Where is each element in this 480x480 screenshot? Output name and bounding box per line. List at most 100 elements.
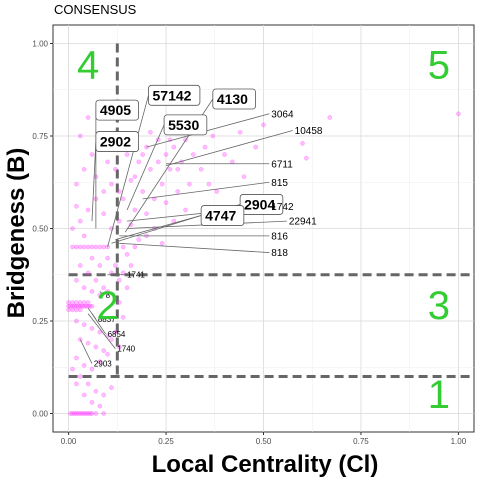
data-point	[81, 233, 87, 239]
data-point	[74, 307, 79, 313]
data-point	[85, 300, 91, 305]
region-label: 2	[96, 284, 118, 328]
data-point	[300, 141, 305, 146]
data-point	[89, 244, 95, 250]
data-point	[101, 411, 106, 416]
data-point	[101, 211, 106, 216]
annotation-leader-line	[87, 313, 116, 349]
data-point	[97, 292, 103, 298]
data-point	[97, 244, 103, 250]
data-point	[105, 255, 110, 261]
data-point	[109, 181, 114, 187]
data-point	[136, 237, 142, 242]
data-point	[136, 159, 142, 165]
threshold-lines	[68, 43, 474, 378]
annotation-box	[239, 194, 284, 215]
annotation-leader-line	[165, 130, 293, 166]
data-point	[261, 122, 266, 128]
data-point	[97, 263, 103, 268]
annotation-leader-line	[146, 113, 270, 148]
region-label: 1	[428, 373, 450, 417]
data-point	[89, 152, 95, 157]
axis-ticks: 0.00 0.25 0.50 0.75 1.00 0.00 0.25 0.50 0.75 1.00	[32, 40, 466, 447]
data-point	[89, 255, 95, 261]
annotation-label: 4130	[217, 91, 248, 107]
data-point	[66, 300, 71, 305]
data-point	[89, 366, 95, 372]
annotation-label: 22941	[289, 217, 317, 228]
data-point	[210, 133, 216, 139]
data-point	[74, 355, 79, 361]
data-point	[70, 307, 75, 313]
data-point	[163, 200, 169, 205]
region-label: 4	[77, 44, 99, 88]
data-point	[183, 207, 188, 213]
data-point	[101, 244, 106, 250]
data-point	[93, 411, 99, 416]
data-point	[222, 152, 227, 157]
data-point	[77, 300, 83, 305]
data-point	[85, 381, 91, 387]
x-tick-label: 0.50	[256, 437, 272, 446]
data-point	[77, 218, 83, 224]
y-axis-title: Bridgeness (B)	[3, 148, 30, 319]
data-point	[77, 374, 83, 379]
y-tick-label: 0.50	[32, 225, 48, 234]
data-point	[72, 411, 77, 416]
annotation-label: 8837	[98, 315, 116, 324]
data-point	[304, 155, 309, 161]
data-point	[109, 385, 114, 390]
y-tick-label: 1.00	[32, 40, 48, 49]
data-point	[167, 166, 173, 172]
data-point	[101, 392, 106, 398]
data-point	[116, 344, 122, 350]
data-point	[140, 189, 145, 194]
data-point	[70, 300, 75, 305]
annotation-label: 2904	[244, 196, 275, 212]
data-point	[70, 226, 75, 231]
x-axis-title: Local Centrality (Cl)	[152, 451, 379, 478]
chart-title: CONSENSUS	[54, 2, 137, 17]
data-point	[81, 166, 87, 172]
annotation-label: 1742	[271, 202, 294, 213]
data-point	[116, 277, 122, 283]
data-point	[159, 181, 165, 187]
data-point	[77, 244, 83, 250]
annotation-box	[95, 99, 139, 121]
annotation-leader-line	[142, 181, 270, 200]
data-point	[155, 159, 161, 165]
annotation-label: 815	[271, 178, 288, 189]
data-point	[187, 181, 192, 187]
data-point	[87, 411, 93, 416]
data-point	[120, 244, 126, 250]
annotation-box	[148, 84, 201, 106]
data-point	[132, 174, 138, 179]
annotation-box	[95, 131, 139, 152]
data-point	[93, 277, 99, 283]
region-label: 3	[428, 284, 450, 328]
annotation-label: 2902	[100, 134, 131, 150]
y-tick-label: 0.00	[32, 410, 48, 419]
data-point	[81, 285, 87, 291]
data-point	[113, 329, 118, 335]
data-point	[237, 129, 243, 135]
annotation-leader-line	[107, 95, 149, 248]
data-point	[116, 218, 122, 224]
annotation-box	[200, 205, 245, 226]
y-tick-label: 0.25	[32, 317, 48, 326]
annotation-label: 818	[271, 248, 288, 259]
data-point	[163, 152, 169, 157]
data-point	[85, 244, 91, 250]
data-point	[97, 403, 103, 409]
annotation-leader-line	[91, 313, 106, 335]
data-point	[128, 178, 134, 183]
data-point	[77, 133, 83, 139]
x-tick-label: 0.25	[158, 437, 174, 446]
data-point	[68, 411, 73, 416]
data-point	[241, 174, 247, 179]
region-labels: 1 2 3 4 5	[77, 44, 450, 417]
data-point	[76, 411, 81, 416]
x-tick-label: 0.00	[61, 437, 77, 446]
